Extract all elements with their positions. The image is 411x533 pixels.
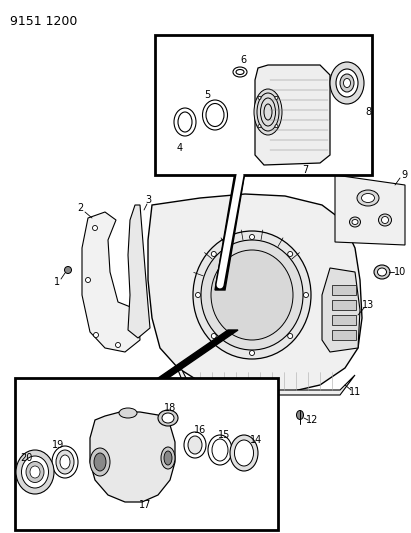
Ellipse shape bbox=[203, 100, 228, 130]
Ellipse shape bbox=[330, 62, 364, 104]
Text: 13: 13 bbox=[362, 300, 374, 310]
Ellipse shape bbox=[212, 439, 228, 461]
Text: 16: 16 bbox=[194, 425, 206, 435]
Ellipse shape bbox=[296, 410, 303, 419]
Text: 18: 18 bbox=[164, 403, 176, 413]
Ellipse shape bbox=[211, 250, 293, 340]
Text: 2: 2 bbox=[77, 203, 83, 213]
Text: 17: 17 bbox=[139, 500, 151, 510]
Ellipse shape bbox=[174, 108, 196, 136]
Text: 20: 20 bbox=[20, 453, 32, 463]
Polygon shape bbox=[178, 370, 355, 395]
Ellipse shape bbox=[21, 456, 48, 488]
Ellipse shape bbox=[288, 334, 293, 338]
Text: 5: 5 bbox=[204, 90, 210, 100]
Text: 9151 1200: 9151 1200 bbox=[10, 15, 77, 28]
Ellipse shape bbox=[206, 103, 224, 126]
Ellipse shape bbox=[196, 293, 201, 297]
Ellipse shape bbox=[178, 112, 192, 132]
Text: 3: 3 bbox=[145, 195, 151, 205]
Ellipse shape bbox=[233, 67, 247, 77]
Polygon shape bbox=[335, 175, 405, 245]
Polygon shape bbox=[82, 212, 140, 352]
Ellipse shape bbox=[236, 69, 244, 75]
Text: 4: 4 bbox=[177, 143, 183, 153]
Ellipse shape bbox=[211, 334, 216, 338]
Ellipse shape bbox=[374, 265, 390, 279]
Polygon shape bbox=[332, 315, 356, 325]
Ellipse shape bbox=[65, 266, 72, 273]
Polygon shape bbox=[332, 300, 356, 310]
Ellipse shape bbox=[379, 214, 392, 226]
Polygon shape bbox=[332, 330, 356, 340]
Text: 12: 12 bbox=[306, 415, 318, 425]
Ellipse shape bbox=[16, 450, 54, 494]
Ellipse shape bbox=[230, 435, 258, 471]
Ellipse shape bbox=[254, 89, 282, 135]
Ellipse shape bbox=[211, 252, 216, 256]
Text: 1: 1 bbox=[54, 277, 60, 287]
Ellipse shape bbox=[188, 436, 202, 454]
Ellipse shape bbox=[275, 125, 278, 127]
Ellipse shape bbox=[93, 333, 99, 337]
Polygon shape bbox=[255, 65, 330, 165]
Bar bbox=[155, 35, 372, 175]
Ellipse shape bbox=[275, 96, 278, 99]
Ellipse shape bbox=[381, 216, 388, 223]
Ellipse shape bbox=[249, 351, 254, 356]
Ellipse shape bbox=[208, 435, 232, 465]
Ellipse shape bbox=[161, 447, 175, 469]
Ellipse shape bbox=[90, 448, 110, 476]
Ellipse shape bbox=[184, 432, 206, 458]
Ellipse shape bbox=[158, 410, 178, 426]
Ellipse shape bbox=[349, 217, 360, 227]
Text: 10: 10 bbox=[394, 267, 406, 277]
Ellipse shape bbox=[85, 278, 90, 282]
Text: 14: 14 bbox=[250, 435, 262, 445]
Text: 15: 15 bbox=[218, 430, 230, 440]
Polygon shape bbox=[148, 330, 238, 385]
Ellipse shape bbox=[258, 125, 261, 127]
Ellipse shape bbox=[164, 451, 172, 465]
Text: 8: 8 bbox=[365, 107, 371, 117]
Polygon shape bbox=[90, 412, 175, 502]
Ellipse shape bbox=[94, 453, 106, 471]
Ellipse shape bbox=[344, 78, 351, 87]
Polygon shape bbox=[332, 285, 356, 295]
Ellipse shape bbox=[60, 455, 70, 469]
Ellipse shape bbox=[235, 440, 254, 466]
Ellipse shape bbox=[249, 235, 254, 239]
Text: 7: 7 bbox=[302, 165, 308, 175]
Text: 11: 11 bbox=[349, 387, 361, 397]
Ellipse shape bbox=[303, 293, 309, 297]
Polygon shape bbox=[128, 205, 150, 338]
Ellipse shape bbox=[288, 252, 293, 256]
Bar bbox=[15, 378, 278, 530]
Ellipse shape bbox=[201, 240, 303, 350]
Ellipse shape bbox=[30, 466, 40, 478]
Ellipse shape bbox=[193, 231, 311, 359]
Text: 19: 19 bbox=[52, 440, 64, 450]
Polygon shape bbox=[148, 194, 362, 393]
Ellipse shape bbox=[162, 413, 174, 423]
Text: 6: 6 bbox=[240, 55, 246, 65]
Ellipse shape bbox=[119, 408, 137, 418]
Ellipse shape bbox=[362, 193, 374, 203]
Ellipse shape bbox=[92, 225, 97, 230]
Ellipse shape bbox=[357, 190, 379, 206]
Ellipse shape bbox=[26, 462, 44, 482]
Ellipse shape bbox=[56, 450, 74, 474]
Ellipse shape bbox=[115, 343, 120, 348]
Text: 9: 9 bbox=[401, 170, 407, 180]
Ellipse shape bbox=[377, 268, 386, 276]
Polygon shape bbox=[322, 268, 360, 352]
Ellipse shape bbox=[258, 96, 261, 99]
Ellipse shape bbox=[352, 220, 358, 224]
Ellipse shape bbox=[52, 446, 78, 478]
Polygon shape bbox=[215, 172, 245, 290]
Ellipse shape bbox=[336, 69, 358, 97]
Ellipse shape bbox=[340, 74, 354, 92]
